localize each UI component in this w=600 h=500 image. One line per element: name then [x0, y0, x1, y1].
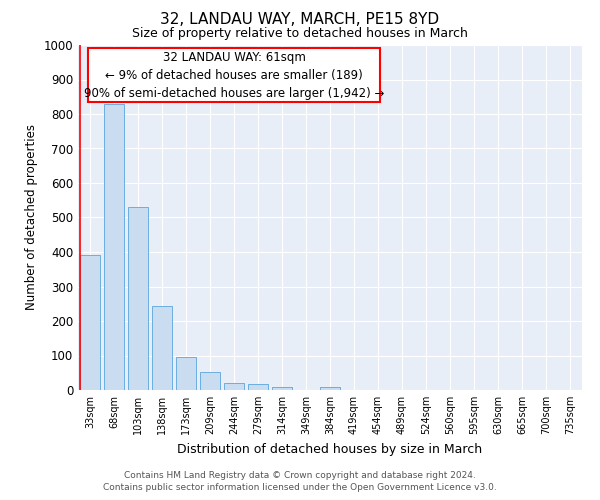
Y-axis label: Number of detached properties: Number of detached properties — [25, 124, 38, 310]
Bar — [152, 306, 172, 390]
X-axis label: Distribution of detached houses by size in March: Distribution of detached houses by size … — [178, 442, 482, 456]
Text: 32 LANDAU WAY: 61sqm: 32 LANDAU WAY: 61sqm — [163, 51, 305, 64]
FancyBboxPatch shape — [88, 48, 380, 102]
Bar — [176, 357, 196, 390]
Bar — [248, 384, 268, 390]
Bar — [272, 386, 292, 390]
Bar — [80, 256, 100, 390]
Bar — [224, 383, 244, 390]
Bar — [200, 372, 220, 390]
Bar — [128, 207, 148, 390]
Text: 90% of semi-detached houses are larger (1,942) →: 90% of semi-detached houses are larger (… — [84, 86, 385, 100]
Text: ← 9% of detached houses are smaller (189): ← 9% of detached houses are smaller (189… — [106, 68, 363, 82]
Text: Contains HM Land Registry data © Crown copyright and database right 2024.
Contai: Contains HM Land Registry data © Crown c… — [103, 471, 497, 492]
Text: 32, LANDAU WAY, MARCH, PE15 8YD: 32, LANDAU WAY, MARCH, PE15 8YD — [160, 12, 440, 28]
Text: Size of property relative to detached houses in March: Size of property relative to detached ho… — [132, 28, 468, 40]
Bar — [104, 104, 124, 390]
Bar — [320, 386, 340, 390]
